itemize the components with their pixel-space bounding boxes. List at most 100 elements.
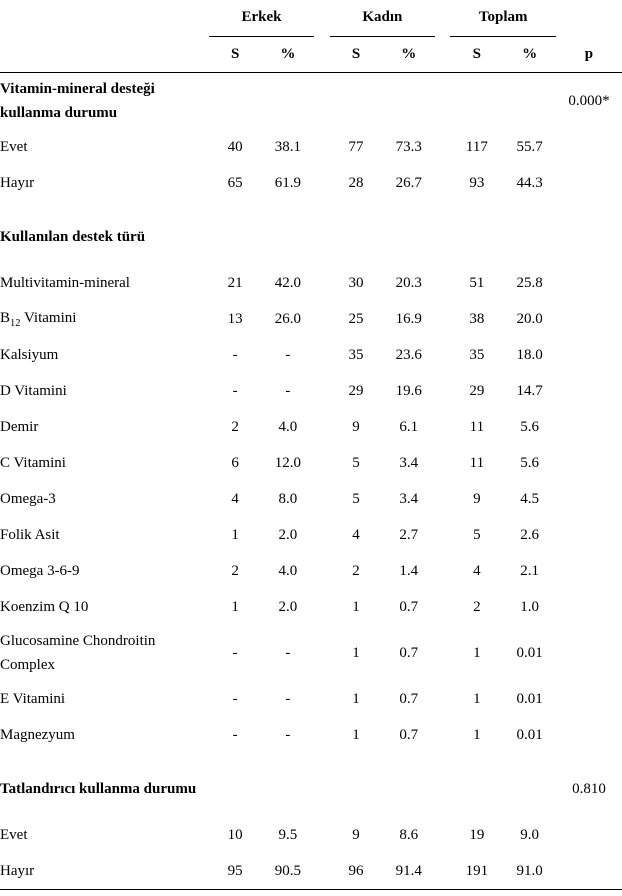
cell-p [556, 129, 622, 165]
section-header-row: Tatlandırıcı kullanma durumu0.810 [0, 761, 622, 817]
blank [209, 209, 262, 265]
gap [314, 73, 329, 130]
section-title: Tatlandırıcı kullanma durumu [0, 761, 209, 817]
table-row: Hayır9590.59691.419191.0 [0, 853, 622, 890]
blank-header [0, 0, 209, 36]
cell-toplam-pct: 9.0 [503, 817, 556, 853]
cell-p [556, 373, 622, 409]
cell-p [556, 165, 622, 201]
row-label: Folik Asit [0, 517, 209, 553]
cell-p [556, 853, 622, 890]
table-row: Omega-348.053.494.5 [0, 481, 622, 517]
cell-erkek-pct: 4.0 [262, 409, 315, 445]
cell-kadin-s: 9 [330, 817, 383, 853]
cell-erkek-pct: 12.0 [262, 445, 315, 481]
blank-subheader [0, 36, 209, 73]
blank-p [556, 0, 622, 36]
cell-kadin-s: 4 [330, 517, 383, 553]
cell-kadin-s: 5 [330, 481, 383, 517]
gap [314, 36, 329, 73]
header-s-erkek: S [209, 36, 262, 73]
row-label: Glucosamine Chondroitin Complex [0, 625, 209, 681]
section-header-row: Kullanılan destek türü [0, 209, 622, 265]
row-label: Demir [0, 409, 209, 445]
blank [382, 209, 435, 265]
section-p-value [556, 209, 622, 265]
cell-erkek-s: 95 [209, 853, 262, 890]
cell-erkek-pct: 8.0 [262, 481, 315, 517]
cell-erkek-pct: 2.0 [262, 589, 315, 625]
cell-p [556, 337, 622, 373]
gap [435, 73, 450, 130]
cell-erkek-s: - [209, 681, 262, 717]
cell-erkek-s: - [209, 717, 262, 753]
table-row: D Vitamini--2919.62914.7 [0, 373, 622, 409]
row-label: Omega 3-6-9 [0, 553, 209, 589]
gap [435, 517, 450, 553]
cell-erkek-s: 2 [209, 553, 262, 589]
cell-toplam-s: 11 [450, 409, 503, 445]
cell-toplam-pct: 0.01 [503, 681, 556, 717]
cell-kadin-pct: 0.7 [382, 625, 435, 681]
gap [314, 445, 329, 481]
cell-toplam-pct: 5.6 [503, 445, 556, 481]
gap [314, 761, 329, 817]
header-pct-toplam: % [503, 36, 556, 73]
table-row: E Vitamini--10.710.01 [0, 681, 622, 717]
cell-toplam-s: 1 [450, 717, 503, 753]
gap [314, 817, 329, 853]
column-sub-header: S%S%S%p [0, 36, 622, 73]
header-p: p [556, 36, 622, 73]
gap [314, 589, 329, 625]
cell-kadin-pct: 0.7 [382, 681, 435, 717]
cell-toplam-s: 35 [450, 337, 503, 373]
blank [450, 761, 503, 817]
cell-p [556, 717, 622, 753]
cell-p [556, 553, 622, 589]
cell-erkek-pct: 4.0 [262, 553, 315, 589]
cell-erkek-pct: - [262, 337, 315, 373]
cell-p [556, 301, 622, 337]
blank [450, 73, 503, 130]
cell-toplam-pct: 5.6 [503, 409, 556, 445]
row-label: Hayır [0, 853, 209, 890]
cell-toplam-s: 5 [450, 517, 503, 553]
gap [314, 373, 329, 409]
gap [435, 853, 450, 890]
cell-erkek-pct: 26.0 [262, 301, 315, 337]
gap [435, 265, 450, 301]
cell-erkek-s: 10 [209, 817, 262, 853]
cell-erkek-pct: - [262, 717, 315, 753]
cell-p [556, 445, 622, 481]
section-header-row: Vitamin-mineral desteği kullanma durumu0… [0, 73, 622, 130]
cell-toplam-pct: 14.7 [503, 373, 556, 409]
row-label: Evet [0, 817, 209, 853]
row-label: B12 Vitamini [0, 301, 209, 337]
cell-toplam-pct: 91.0 [503, 853, 556, 890]
table-row: Folik Asit12.042.752.6 [0, 517, 622, 553]
gap [314, 409, 329, 445]
row-label: Koenzim Q 10 [0, 589, 209, 625]
gap [314, 853, 329, 890]
gap [314, 129, 329, 165]
cell-erkek-pct: 2.0 [262, 517, 315, 553]
section-spacer [0, 201, 622, 209]
cell-erkek-s: - [209, 373, 262, 409]
gap [314, 481, 329, 517]
cell-p [556, 681, 622, 717]
cell-erkek-pct: - [262, 373, 315, 409]
gap [435, 337, 450, 373]
row-label: Hayır [0, 165, 209, 201]
cell-erkek-s: 1 [209, 517, 262, 553]
blank [262, 761, 315, 817]
cell-erkek-s: 6 [209, 445, 262, 481]
row-label: D Vitamini [0, 373, 209, 409]
cell-erkek-s: 2 [209, 409, 262, 445]
cell-p [556, 817, 622, 853]
cell-kadin-pct: 1.4 [382, 553, 435, 589]
cell-toplam-pct: 18.0 [503, 337, 556, 373]
cell-kadin-pct: 20.3 [382, 265, 435, 301]
cell-kadin-pct: 3.4 [382, 445, 435, 481]
cell-p [556, 625, 622, 681]
cell-toplam-s: 2 [450, 589, 503, 625]
